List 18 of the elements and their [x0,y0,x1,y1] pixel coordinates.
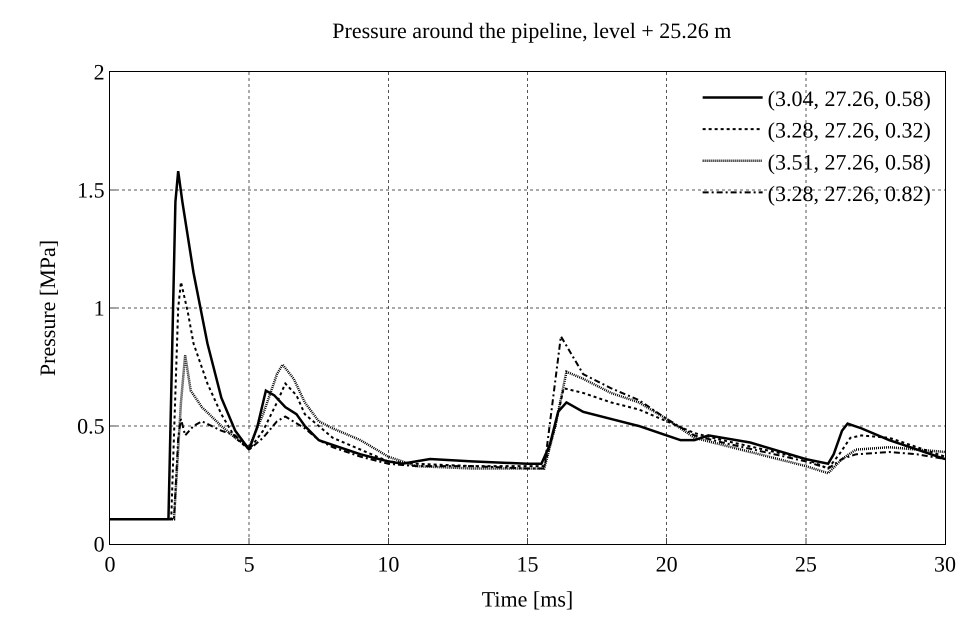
legend-label: (3.28, 27.26, 0.82) [768,180,931,206]
x-tick-label: 10 [377,551,400,576]
legend-label: (3.28, 27.26, 0.32) [768,118,931,143]
y-axis-title: Pressure [MPa] [34,240,60,376]
x-tick-label: 30 [934,551,956,576]
legend-label: (3.04, 27.26, 0.58) [768,86,931,112]
chart-title: Pressure around the pipeline, level + 25.26 m [332,18,732,43]
y-tick-label: 2 [94,60,105,85]
y-tick-label: 1 [94,296,105,321]
y-tick-label: 1.5 [77,178,105,203]
x-axis-title: Time [ms] [482,586,574,612]
x-tick-label: 5 [244,551,255,576]
x-tick-label: 20 [656,551,678,576]
y-tick-label: 0.5 [77,414,105,439]
legend-label: (3.51, 27.26, 0.58) [768,149,931,174]
y-tick-label: 0 [94,532,105,557]
x-tick-label: 15 [516,551,538,576]
x-tick-label: 25 [794,551,817,576]
